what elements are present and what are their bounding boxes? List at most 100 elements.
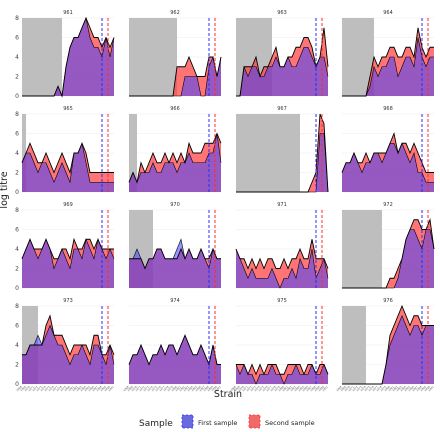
x-tick-label: 1971 — [27, 385, 35, 393]
shaded-region — [236, 114, 300, 192]
x-tick-label: 1988 — [202, 385, 210, 393]
first-sample-area — [342, 37, 434, 96]
x-tick-label: 1979 — [379, 385, 387, 393]
x-tick-label: 1988 — [95, 385, 103, 393]
x-tick-label: 1975 — [43, 385, 51, 393]
shaded-region — [129, 18, 177, 96]
x-tick-label: 1983 — [75, 385, 83, 393]
x-tick-label: 1982 — [391, 385, 399, 393]
x-tick-label: 1972 — [245, 385, 253, 393]
facet-label: 966 — [170, 106, 180, 112]
shaded-region — [342, 306, 366, 384]
legend-item-second-sample: Second sample — [248, 414, 315, 429]
first-sample-line — [128, 334, 221, 366]
x-tick-label: 1986 — [87, 385, 95, 393]
x-tick-label: 1985 — [297, 385, 305, 393]
legend-item-first-sample: First sample — [181, 414, 237, 429]
y-axis-title: log titre — [0, 171, 10, 208]
facet-label: 970 — [170, 202, 180, 208]
x-tick-label: 1968 — [122, 385, 130, 393]
y-tick-label: 4 — [15, 54, 19, 61]
x-tick-label: 1971 — [241, 385, 249, 393]
y-tick-label: 6 — [15, 131, 19, 138]
x-tick-label: 1979 — [59, 385, 67, 393]
x-tick-label: 1989 — [313, 385, 321, 393]
y-tick-label: 8 — [15, 303, 19, 310]
facet-panel-963: 963 — [236, 10, 329, 97]
x-tick-label: 1972 — [138, 385, 146, 393]
facet-panel-973: 973 0 2 4 6 8 19681969197019711972197319741975… — [15, 298, 115, 392]
x-tick-label: 1989 — [419, 385, 427, 393]
x-tick-label: 1989 — [99, 385, 107, 393]
x-tick-label: 1977 — [265, 385, 273, 393]
x-tick-label: 1983 — [182, 385, 190, 393]
first-sample-area — [129, 335, 221, 384]
x-tick-label: 1987 — [198, 385, 206, 393]
x-tick-label: 1990 — [317, 385, 325, 393]
x-tick-label: 1973 — [249, 385, 257, 393]
x-tick-label: 1974 — [253, 385, 261, 393]
second-sample-line — [128, 132, 222, 184]
y-tick-label: 2 — [15, 74, 19, 81]
x-tick-label: 1986 — [407, 385, 415, 393]
x-tick-label: 1974 — [146, 385, 154, 393]
facet-label: 973 — [63, 298, 73, 304]
x-tick-label: 1974 — [39, 385, 47, 393]
shaded-region — [129, 114, 137, 192]
first-sample-area — [236, 47, 328, 96]
x-tick-label: 1976 — [367, 385, 375, 393]
x-tick-label: 1981 — [67, 385, 75, 393]
first-sample-line — [128, 133, 222, 184]
x-tick-label: 1978 — [375, 385, 383, 393]
first-sample-line — [235, 363, 329, 385]
x-tick-label: 1984 — [293, 385, 301, 393]
facet-label: 974 — [170, 298, 180, 304]
x-tick-label: 1979 — [166, 385, 174, 393]
x-tick-label: 1985 — [403, 385, 411, 393]
x-tick-label: 1982 — [71, 385, 79, 393]
x-tick-label: 1983 — [289, 385, 297, 393]
first-sample-area — [342, 229, 434, 288]
legend-label-first-sample: First sample — [198, 419, 237, 427]
x-tick-label: 1977 — [371, 385, 379, 393]
x-tick-label: 1969 — [126, 385, 134, 393]
facet-panel-971: 971 — [235, 202, 329, 289]
x-tick-label: 1983 — [395, 385, 403, 393]
first-sample-line — [129, 55, 222, 97]
y-tick-label: 4 — [15, 246, 19, 253]
facet-label: 969 — [63, 202, 73, 208]
facet-label: 971 — [277, 202, 287, 208]
x-tick-label: 1990 — [103, 385, 111, 393]
first-sample-line — [342, 229, 435, 289]
x-tick-label: 1991 — [214, 385, 222, 393]
y-tick-label: 2 — [15, 266, 19, 273]
x-tick-label: 1972 — [351, 385, 359, 393]
x-tick-label: 1968 — [335, 385, 343, 393]
x-tick-label: 1975 — [257, 385, 265, 393]
x-tick-label: 1981 — [387, 385, 395, 393]
y-tick-label: 4 — [15, 150, 19, 157]
x-tick-label: 1986 — [301, 385, 309, 393]
first-sample-area — [342, 143, 434, 192]
x-tick-label: 1985 — [190, 385, 198, 393]
first-sample-area — [236, 133, 328, 192]
legend: Sample First sample Second sample — [139, 414, 315, 429]
first-sample-area — [129, 57, 221, 96]
x-tick-label: 1973 — [355, 385, 363, 393]
y-tick-label: 0 — [15, 381, 19, 388]
facet-panel-962: 962 — [129, 10, 222, 97]
legend-key-second-sample — [248, 414, 261, 429]
x-tick-label: 1981 — [174, 385, 182, 393]
x-tick-label: 1980 — [383, 385, 391, 393]
first-sample-area — [22, 325, 114, 384]
x-tick-label: 1987 — [91, 385, 99, 393]
facet-panel-964: 964 — [342, 10, 434, 97]
y-tick-label: 8 — [15, 207, 19, 214]
x-tick-label: 1988 — [415, 385, 423, 393]
legend-title: Sample — [139, 419, 173, 429]
x-tick-label: 1975 — [150, 385, 158, 393]
x-axis-title: Strain — [214, 389, 242, 400]
first-sample-line — [236, 133, 329, 193]
x-tick-label: 1969 — [19, 385, 27, 393]
x-tick-label: 1973 — [35, 385, 43, 393]
